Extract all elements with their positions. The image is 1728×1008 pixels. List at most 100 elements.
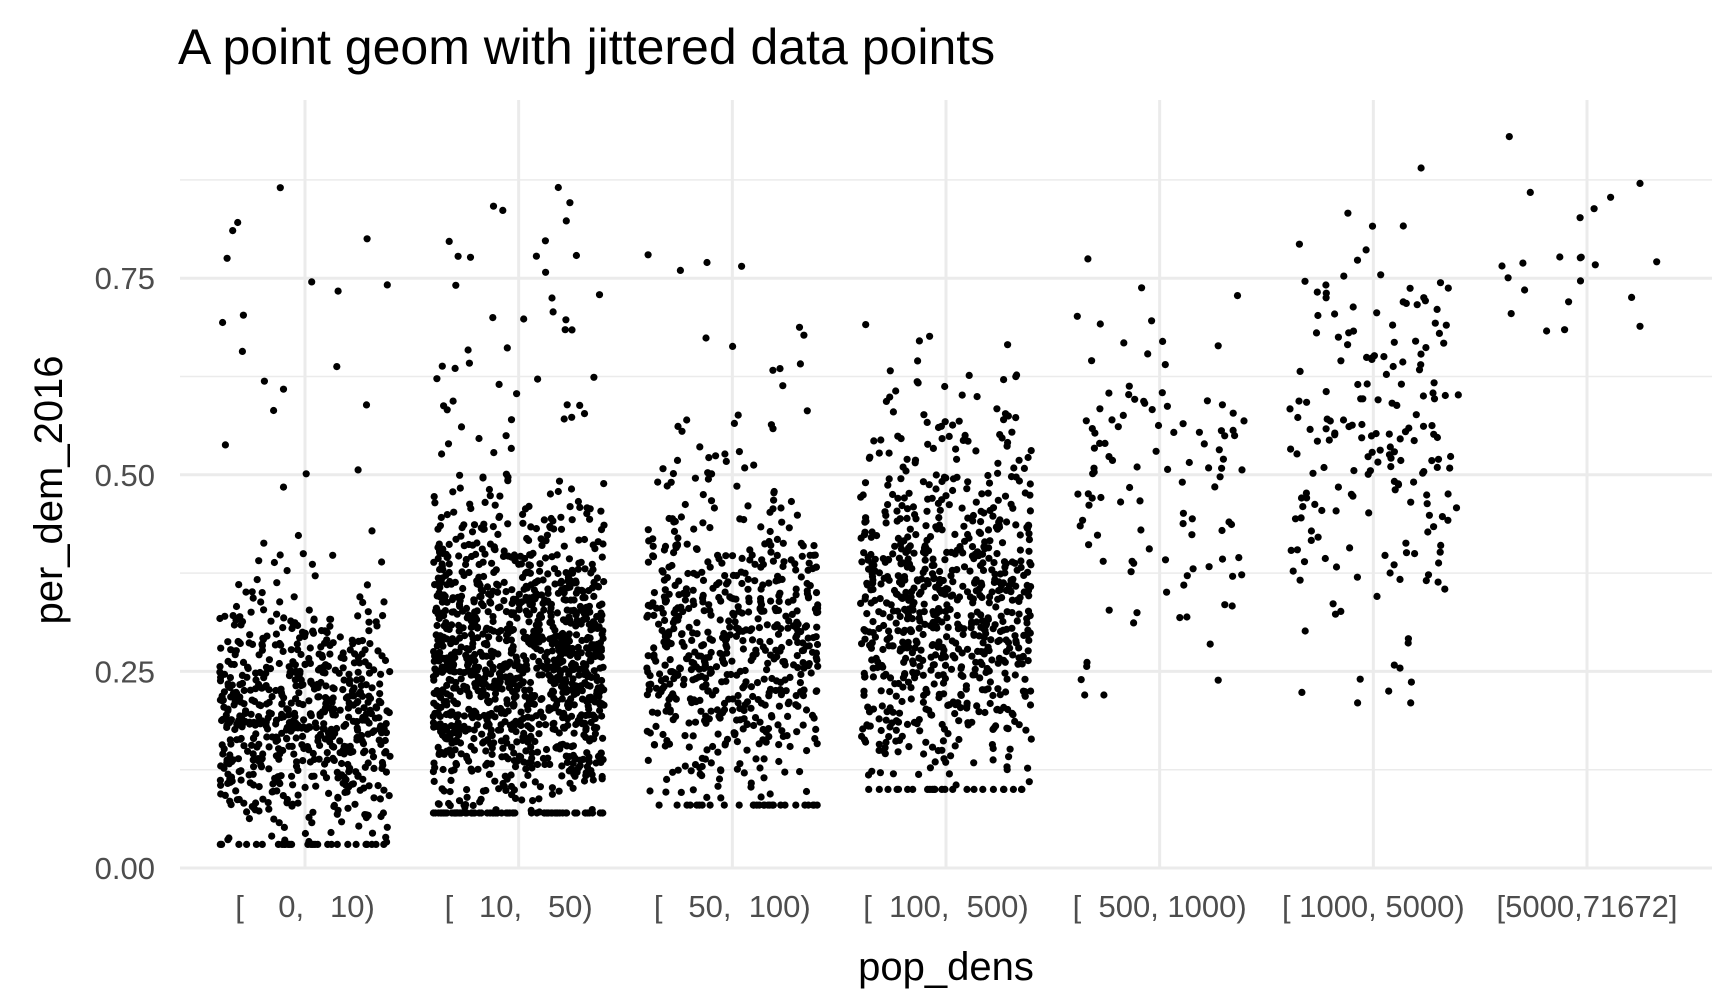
data-point xyxy=(446,577,454,586)
data-point xyxy=(1577,253,1585,261)
data-point xyxy=(735,801,743,809)
data-point xyxy=(1021,692,1029,700)
data-point xyxy=(811,551,819,559)
data-point xyxy=(803,587,811,595)
data-point xyxy=(299,550,307,558)
data-point xyxy=(972,498,980,506)
data-point xyxy=(597,646,606,655)
data-point xyxy=(777,504,785,512)
data-point xyxy=(685,743,693,751)
data-point xyxy=(1390,338,1398,346)
data-point xyxy=(553,551,561,559)
data-point xyxy=(1114,423,1122,431)
data-point xyxy=(779,732,787,741)
data-point xyxy=(482,722,490,730)
data-point xyxy=(258,640,266,648)
data-point xyxy=(382,729,390,737)
data-point xyxy=(543,531,552,539)
data-point xyxy=(775,741,783,749)
data-point xyxy=(439,731,447,739)
data-point xyxy=(791,560,799,568)
data-point xyxy=(716,616,724,624)
data-point xyxy=(650,654,658,662)
data-point xyxy=(703,258,711,267)
data-point xyxy=(964,721,972,729)
data-point xyxy=(989,756,997,764)
data-point xyxy=(997,612,1005,620)
data-point xyxy=(776,686,784,694)
data-point xyxy=(575,665,583,673)
data-point xyxy=(496,704,505,713)
data-point xyxy=(925,481,933,489)
data-point xyxy=(491,501,499,509)
data-point xyxy=(645,681,653,689)
data-point xyxy=(560,709,568,717)
data-point xyxy=(751,560,759,568)
data-point xyxy=(504,679,512,687)
data-point xyxy=(684,569,692,578)
data-point xyxy=(1311,500,1319,508)
data-point xyxy=(1295,240,1303,248)
data-point xyxy=(882,738,890,747)
data-point xyxy=(657,604,665,613)
data-point xyxy=(339,664,347,672)
data-point xyxy=(992,603,1000,611)
data-point xyxy=(236,639,244,648)
data-point xyxy=(1088,494,1096,502)
data-point xyxy=(463,809,471,817)
data-point xyxy=(305,813,313,822)
data-point xyxy=(748,636,757,644)
data-point xyxy=(248,640,257,649)
data-point xyxy=(1412,337,1420,345)
data-point xyxy=(253,743,261,751)
data-point xyxy=(1015,477,1024,485)
data-point xyxy=(743,746,751,754)
data-point xyxy=(947,752,955,760)
data-point xyxy=(488,750,496,759)
data-point xyxy=(813,640,822,649)
data-point xyxy=(916,727,924,735)
data-point xyxy=(563,742,571,750)
data-point xyxy=(955,593,964,601)
data-point xyxy=(265,805,273,813)
data-point xyxy=(1185,458,1193,467)
data-point xyxy=(691,648,699,656)
data-point xyxy=(1126,483,1134,492)
data-point xyxy=(689,786,697,794)
data-point xyxy=(814,604,822,612)
data-point xyxy=(597,616,605,624)
data-point xyxy=(570,665,578,674)
data-point xyxy=(744,575,752,583)
data-point xyxy=(761,540,769,548)
data-point xyxy=(528,714,536,722)
data-point xyxy=(1093,531,1102,539)
data-point xyxy=(511,553,519,561)
data-point xyxy=(699,641,708,649)
data-point xyxy=(769,425,777,433)
data-point xyxy=(1307,527,1315,535)
data-point xyxy=(1425,511,1433,519)
data-point xyxy=(340,722,348,730)
data-point xyxy=(726,623,734,631)
data-point xyxy=(536,611,545,619)
data-point xyxy=(443,690,451,698)
data-point xyxy=(548,294,556,302)
data-point xyxy=(1179,520,1187,528)
data-point xyxy=(1007,500,1015,508)
data-point xyxy=(447,710,455,718)
data-point xyxy=(522,765,530,773)
data-point xyxy=(1435,559,1443,567)
data-point xyxy=(474,765,482,773)
data-point xyxy=(938,746,946,754)
data-point xyxy=(568,644,577,653)
data-point xyxy=(982,620,991,628)
data-point xyxy=(959,630,967,639)
data-point xyxy=(1227,520,1236,529)
data-point xyxy=(495,785,503,793)
data-point xyxy=(1430,379,1438,387)
data-point xyxy=(1099,557,1107,565)
data-point xyxy=(1329,600,1337,608)
data-point xyxy=(376,725,384,733)
data-point xyxy=(510,749,518,757)
data-point xyxy=(1591,261,1599,269)
